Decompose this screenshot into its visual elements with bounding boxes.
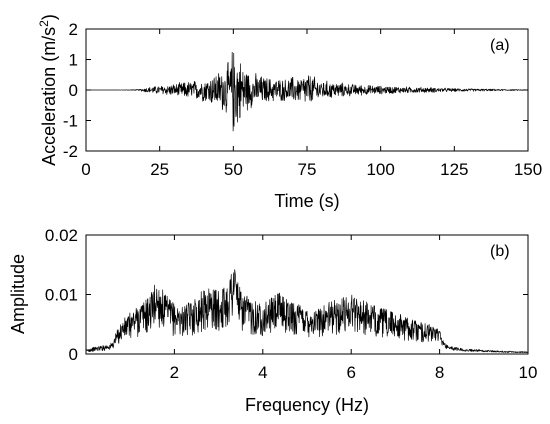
acceleration-trace: [85, 51, 529, 132]
amplitude-spectrum-trace: [85, 269, 529, 354]
panel-a-y-label-main: Acceleration (m/s: [39, 27, 59, 166]
panel-a-label: (a): [490, 37, 510, 54]
panel-a-x-axis-label: Time (s): [274, 191, 339, 211]
x-tick-label: 25: [150, 160, 169, 179]
panel-b-ticks: 2 4 6 8 10 0 0.01 0.02: [45, 226, 538, 382]
x-tick-label: 150: [514, 160, 542, 179]
x-tick-label: 125: [440, 160, 468, 179]
y-tick-label: -1: [63, 112, 78, 131]
y-tick-label: 1: [69, 51, 78, 70]
y-tick-label: 0.01: [45, 286, 78, 305]
y-tick-label: -2: [63, 142, 78, 161]
x-tick-label: 100: [366, 160, 394, 179]
panel-b-x-axis-label: Frequency (Hz): [245, 395, 369, 415]
x-tick-label: 0: [81, 160, 90, 179]
x-tick-label: 6: [346, 363, 355, 382]
panel-a-y-label-superscript: 2: [37, 20, 51, 27]
x-tick-label: 10: [519, 363, 538, 382]
x-tick-label: 8: [435, 363, 444, 382]
panel-b-label: (b): [490, 243, 510, 260]
panel-a-y-label-close: ): [39, 14, 59, 20]
panel-b-amplitude-spectrum-plot: 2 4 6 8 10 0 0.01 0.02 (b) Frequency (Hz) Ampli…: [8, 226, 537, 415]
y-tick-label: 0: [69, 345, 78, 364]
y-tick-label: 2: [69, 20, 78, 39]
x-tick-label: 2: [170, 363, 179, 382]
y-tick-label: 0: [69, 81, 78, 100]
panel-b-y-axis-label: Amplitude: [8, 254, 28, 334]
panel-a-y-axis-label: Acceleration (m/s2): [37, 14, 59, 166]
panel-a-acceleration-plot: 0 25 50 75 100 125 150 -2 -1 0 1 2 (a) Time (s) Acc…: [37, 14, 542, 211]
panel-a-ticks: 0 25 50 75 100 125 150 -2 -1 0 1 2: [63, 20, 542, 179]
x-tick-label: 4: [258, 363, 267, 382]
y-tick-label: 0.02: [45, 226, 78, 245]
x-tick-label: 75: [298, 160, 317, 179]
x-tick-label: 50: [224, 160, 243, 179]
